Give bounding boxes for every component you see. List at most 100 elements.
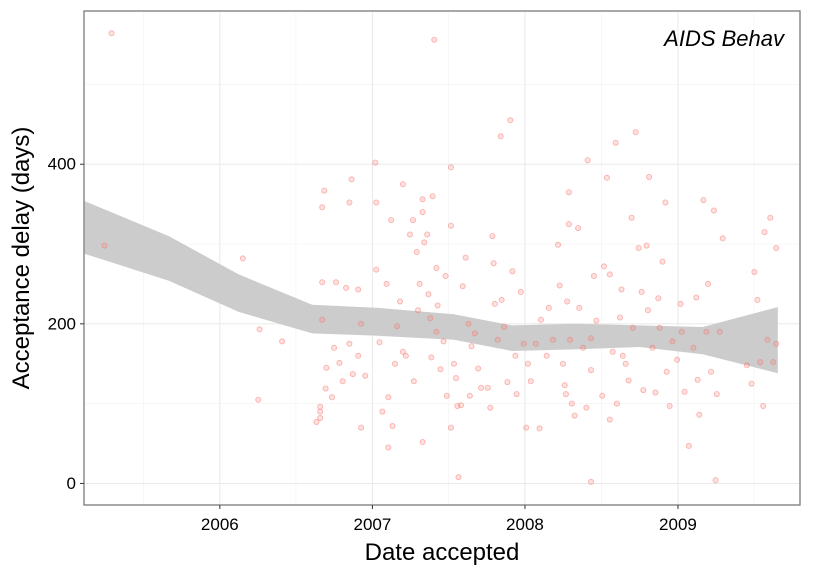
data-point <box>478 384 485 391</box>
data-point <box>108 30 115 37</box>
data-point <box>603 174 610 181</box>
data-point <box>760 402 767 409</box>
data-point <box>710 207 717 214</box>
data-point <box>588 335 595 342</box>
data-point <box>703 328 710 335</box>
data-point <box>429 193 436 200</box>
data-point <box>376 339 383 346</box>
data-point <box>358 424 365 431</box>
data-point <box>455 474 462 481</box>
data-point <box>532 340 539 347</box>
data-point <box>527 378 534 385</box>
data-point <box>663 368 670 375</box>
plot-border <box>83 10 801 506</box>
x-axis: 2006 2007 2008 2009 <box>201 505 697 534</box>
data-points <box>101 30 780 485</box>
data-point <box>358 320 365 327</box>
data-point <box>545 304 552 311</box>
data-point <box>413 248 420 255</box>
data-point <box>431 36 438 43</box>
data-point <box>649 344 656 351</box>
data-point <box>394 323 401 330</box>
data-point <box>419 196 426 203</box>
data-point <box>442 272 449 279</box>
data-point <box>321 187 328 194</box>
data-point <box>625 377 632 384</box>
data-point <box>385 394 392 401</box>
journal-annotation: AIDS Behav <box>662 26 786 51</box>
data-point <box>757 359 764 366</box>
data-point <box>402 352 409 359</box>
data-point <box>313 418 320 425</box>
data-point <box>459 283 466 290</box>
data-point <box>388 217 395 224</box>
data-point <box>509 268 516 275</box>
data-point <box>452 375 459 382</box>
data-point <box>712 477 719 484</box>
x-tick-label: 2008 <box>506 515 544 534</box>
data-point <box>319 204 326 211</box>
data-point <box>339 378 346 385</box>
data-point <box>635 244 642 251</box>
data-point <box>612 139 619 146</box>
y-tick-label: 200 <box>48 314 76 333</box>
data-point <box>399 348 406 355</box>
data-point <box>550 336 557 343</box>
data-point <box>590 272 597 279</box>
data-point <box>584 157 591 164</box>
data-point <box>616 314 623 321</box>
data-point <box>520 340 527 347</box>
data-point <box>662 199 669 206</box>
data-point <box>462 254 469 261</box>
data-point <box>349 371 356 378</box>
data-point <box>543 352 550 359</box>
data-point <box>693 294 700 301</box>
data-point <box>489 233 496 240</box>
data-point <box>379 408 386 415</box>
data-point <box>466 392 473 399</box>
data-point <box>336 359 343 366</box>
data-point <box>751 268 758 275</box>
data-point <box>770 359 777 366</box>
data-point <box>424 231 431 238</box>
data-point <box>588 478 595 485</box>
data-point <box>328 394 335 401</box>
data-point <box>383 280 390 287</box>
data-point <box>754 296 761 303</box>
data-point <box>517 288 524 295</box>
x-tick-label: 2009 <box>659 515 697 534</box>
data-point <box>440 338 447 345</box>
data-point <box>319 316 326 323</box>
data-point <box>678 328 685 335</box>
data-point <box>490 260 497 267</box>
data-point <box>343 284 350 291</box>
data-point <box>425 291 432 298</box>
data-point <box>373 199 380 206</box>
data-point <box>606 416 613 423</box>
data-point <box>465 320 472 327</box>
data-point <box>640 387 647 394</box>
data-point <box>372 159 379 166</box>
data-point <box>256 326 263 333</box>
data-point <box>619 352 626 359</box>
data-point <box>355 352 362 359</box>
data-point <box>513 391 520 398</box>
data-point <box>606 271 613 278</box>
data-point <box>638 288 645 295</box>
data-point <box>556 282 563 289</box>
data-point <box>504 379 511 386</box>
data-point <box>419 209 426 216</box>
data-point <box>322 385 329 392</box>
data-point <box>632 129 639 136</box>
data-point <box>332 279 339 286</box>
data-point <box>567 336 574 343</box>
data-point <box>239 255 246 262</box>
data-point <box>677 300 684 307</box>
data-point <box>560 360 567 367</box>
data-point <box>434 302 441 309</box>
y-tick-label: 0 <box>67 474 76 493</box>
data-point <box>421 239 428 246</box>
data-point <box>447 164 454 171</box>
data-point <box>601 263 608 270</box>
data-point <box>487 404 494 411</box>
